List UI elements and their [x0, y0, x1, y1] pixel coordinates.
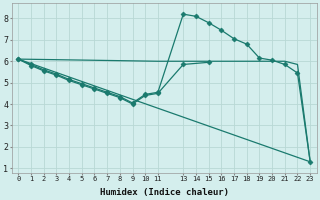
X-axis label: Humidex (Indice chaleur): Humidex (Indice chaleur): [100, 188, 229, 197]
